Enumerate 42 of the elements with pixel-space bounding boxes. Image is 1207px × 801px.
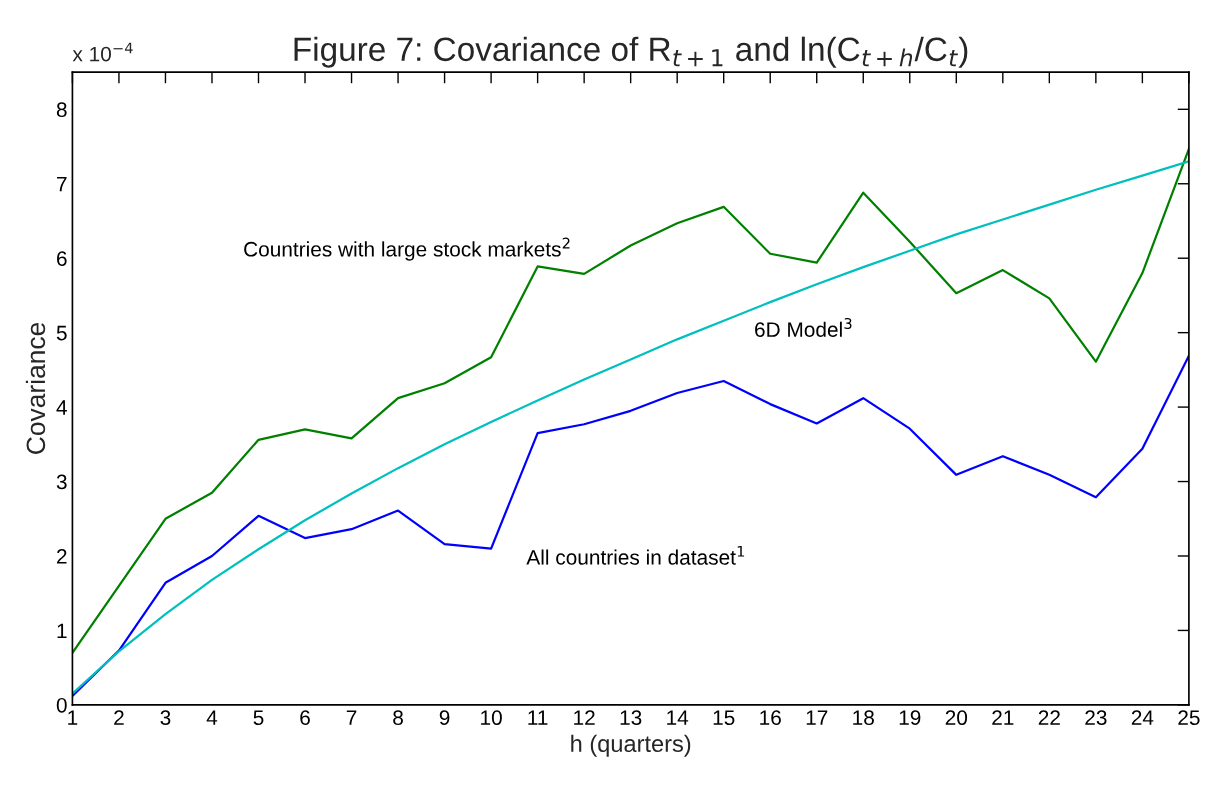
x-tick-label: 24 bbox=[1131, 710, 1154, 725]
y-tick-label: 8 bbox=[56, 102, 67, 118]
x-tick-label: 23 bbox=[1085, 710, 1107, 726]
x-tick-label: 21 bbox=[992, 710, 1014, 725]
x-tick-label: 16 bbox=[760, 710, 781, 726]
x-tick-label: 12 bbox=[574, 710, 595, 725]
x-tick-label: 11 bbox=[528, 710, 548, 725]
y-tick-label: 5 bbox=[56, 325, 67, 341]
x-tick-label: 22 bbox=[1038, 710, 1060, 725]
x-tick-label: 17 bbox=[806, 710, 828, 725]
x-tick-label: 15 bbox=[713, 710, 735, 726]
series-label: Countries with large stock markets$^{2}$ bbox=[244, 237, 570, 261]
y-tick-label: 1 bbox=[57, 623, 67, 638]
x-tick-label: 19 bbox=[899, 710, 921, 726]
y-axis-title: Covariance bbox=[25, 322, 46, 454]
x-tick-label: 20 bbox=[945, 710, 968, 726]
y-tick-label: 6 bbox=[57, 251, 67, 266]
y-tick-label: 3 bbox=[56, 474, 67, 490]
x-tick-label: 14 bbox=[667, 710, 689, 725]
x-tick-label: 25 bbox=[1178, 710, 1200, 726]
x-tick-label: 4 bbox=[206, 710, 218, 725]
x-tick-label: 5 bbox=[253, 710, 264, 726]
x-tick-label: 9 bbox=[439, 710, 450, 726]
x-tick-label: 3 bbox=[160, 710, 171, 726]
series-label: All countries in dataset$^{1}$ bbox=[526, 545, 745, 565]
series-label: 6D Model$^{3}$ bbox=[755, 317, 852, 337]
x-tick-label: 7 bbox=[346, 710, 357, 725]
line-series bbox=[72, 354, 1189, 698]
x-axis-title: h (quarters) bbox=[571, 734, 691, 757]
x-tick-label: 2 bbox=[114, 710, 124, 725]
text: x 10$^{−4}$ bbox=[72, 42, 133, 62]
x-tick-label: 13 bbox=[620, 710, 642, 726]
y-tick-label: 0 bbox=[56, 697, 67, 713]
y-tick-label: 7 bbox=[57, 176, 67, 192]
x-tick-label: 1 bbox=[68, 710, 78, 725]
y-tick-label: 4 bbox=[56, 400, 67, 415]
chart-title: Figure 7: Covariance of R$_{t+1}$ and ln(C$_{t+h}$/C$_{t}$) bbox=[294, 36, 968, 68]
x-tick-label: 8 bbox=[393, 710, 403, 726]
y-tick-label: 2 bbox=[57, 548, 67, 564]
x-tick-label: 10 bbox=[481, 710, 502, 726]
x-tick-label: 18 bbox=[853, 710, 874, 726]
x-tick-label: 6 bbox=[300, 710, 310, 726]
